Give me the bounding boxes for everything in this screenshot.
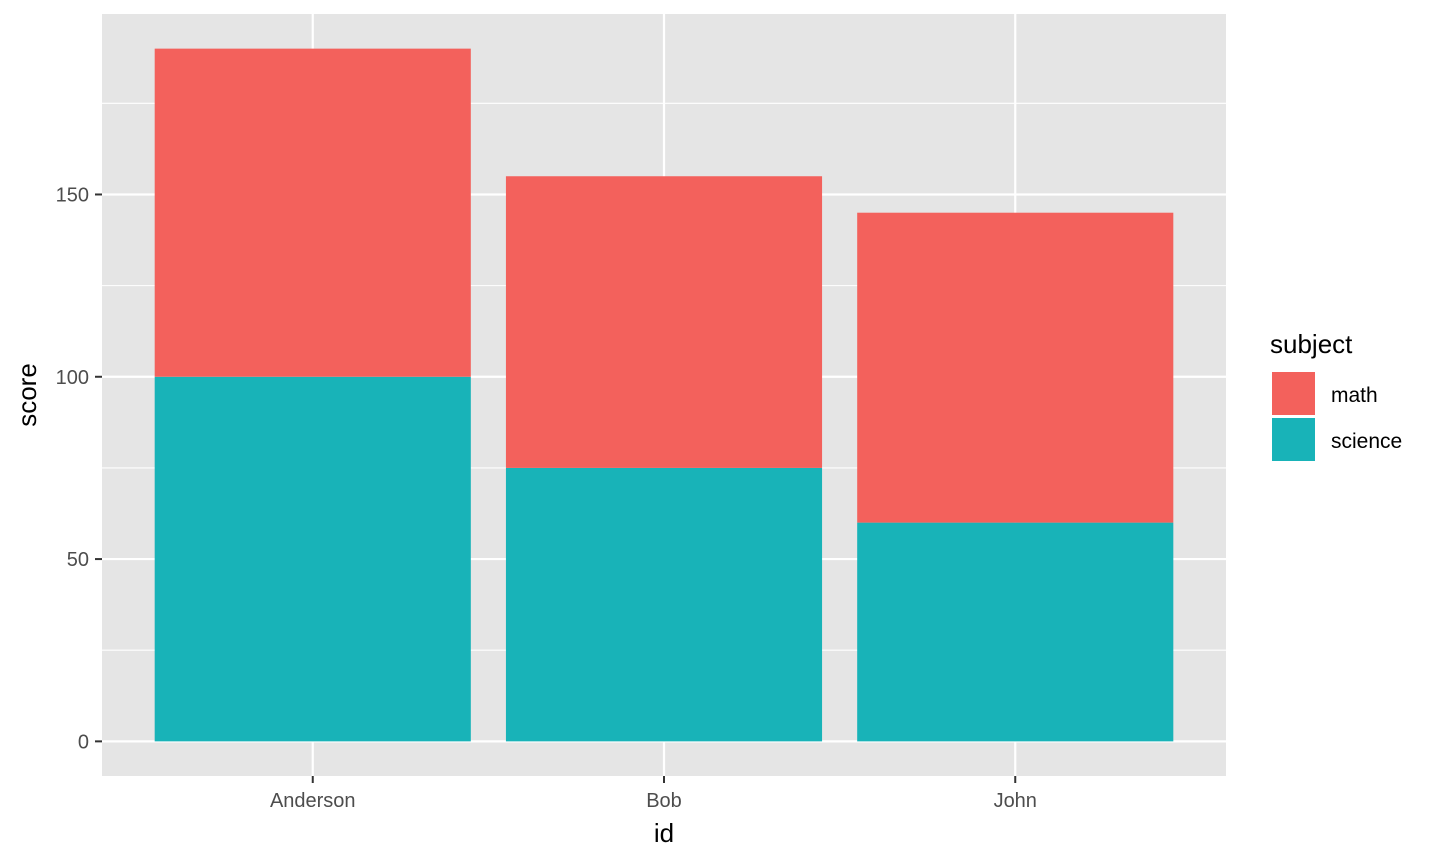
legend-label-science: science bbox=[1331, 430, 1402, 453]
bar-math-bob bbox=[505, 176, 823, 468]
legend-label-math: math bbox=[1331, 384, 1378, 407]
bar-science-john bbox=[857, 522, 1174, 742]
legend: subject math science bbox=[1270, 329, 1402, 461]
axes: 0 50 100 150 Anderson Bob John bbox=[56, 184, 1037, 812]
bars bbox=[154, 48, 1174, 742]
legend-title: subject bbox=[1270, 329, 1353, 359]
legend-key-math bbox=[1272, 372, 1315, 415]
y-tick-label: 150 bbox=[56, 184, 89, 206]
y-axis-title: score bbox=[12, 363, 42, 427]
x-axis-title: id bbox=[654, 818, 674, 848]
y-tick-label: 0 bbox=[78, 731, 89, 753]
bar-science-anderson bbox=[154, 376, 471, 742]
x-tick-label: John bbox=[994, 790, 1037, 812]
legend-key-science bbox=[1272, 418, 1315, 461]
x-tick-label: Anderson bbox=[270, 790, 356, 812]
bar-math-anderson bbox=[154, 48, 471, 377]
bar-math-john bbox=[857, 212, 1174, 523]
y-tick-label: 50 bbox=[67, 549, 89, 571]
bar-science-bob bbox=[505, 467, 823, 742]
x-tick-label: Bob bbox=[646, 790, 682, 812]
y-tick-label: 100 bbox=[56, 367, 89, 389]
